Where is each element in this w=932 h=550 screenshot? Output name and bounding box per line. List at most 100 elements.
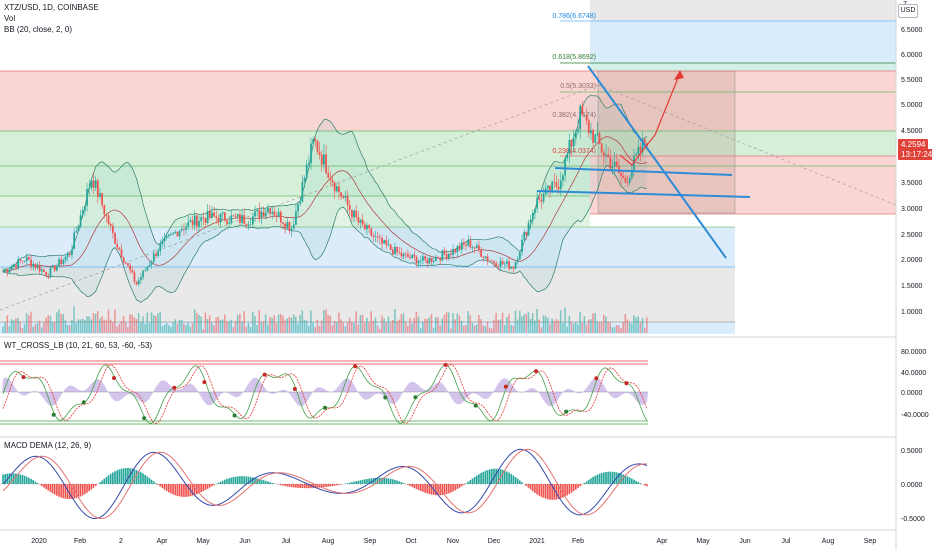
fib-label-0236: 0.236(4.0374) bbox=[552, 148, 596, 155]
bb-basis bbox=[2, 136, 647, 272]
candle-body bbox=[71, 248, 73, 256]
volume-bar bbox=[303, 319, 306, 333]
volume-bar bbox=[137, 313, 140, 333]
volume-bar bbox=[191, 323, 194, 333]
candle-body bbox=[152, 253, 155, 262]
currency-button[interactable]: USD bbox=[898, 4, 918, 18]
volume-bar bbox=[282, 315, 284, 333]
macd-hist-bar bbox=[488, 469, 491, 484]
macd-hist-bar bbox=[32, 480, 34, 484]
macd-hist-bar bbox=[430, 484, 433, 495]
wt-cross-dot bbox=[262, 372, 267, 377]
candle-body bbox=[51, 265, 54, 268]
volume-bar bbox=[574, 322, 577, 333]
candle-body bbox=[641, 139, 644, 152]
macd-hist-bar bbox=[64, 484, 67, 499]
candle-body bbox=[262, 211, 265, 217]
candle-body bbox=[471, 247, 474, 248]
macd-hist-bar bbox=[137, 471, 140, 484]
candle-body bbox=[19, 259, 22, 261]
macd-hist-bar bbox=[637, 482, 640, 484]
volume-bar bbox=[193, 309, 196, 333]
volume-bar bbox=[344, 326, 347, 333]
candle-body bbox=[439, 258, 442, 261]
volume-bar bbox=[86, 316, 88, 333]
volume-bar bbox=[75, 323, 77, 333]
volume-bar bbox=[590, 319, 592, 333]
macd-hist-bar bbox=[333, 484, 336, 486]
volume-bar bbox=[161, 326, 164, 333]
bb-legend[interactable]: BB (20, close, 2, 0) bbox=[4, 25, 73, 34]
macd-hist-bar bbox=[463, 484, 465, 485]
projection-arrowhead bbox=[674, 70, 684, 80]
projection-path[interactable] bbox=[619, 72, 681, 166]
macd-hist-bar bbox=[84, 484, 86, 495]
macd-hist-bar bbox=[417, 484, 420, 491]
volume-bar bbox=[170, 327, 172, 333]
macd-hist-bar bbox=[447, 484, 450, 494]
time-tick: 2021 bbox=[529, 538, 545, 545]
volume-bar bbox=[198, 315, 200, 333]
volume-bar bbox=[180, 319, 183, 333]
price-axis[interactable]: 7 6.5000 6.0000 5.5000 5.0000 4.5000 3.5… bbox=[901, 1, 923, 316]
candle-body bbox=[191, 220, 194, 226]
fib-label-0618: 0.618(5.8692) bbox=[552, 54, 596, 61]
macd-hist-bar bbox=[77, 484, 80, 498]
volume-bar bbox=[465, 325, 467, 333]
candle-body bbox=[247, 224, 250, 226]
macd-hist-bar bbox=[183, 484, 185, 497]
volume-bar bbox=[637, 316, 639, 333]
macd-hist-bar bbox=[269, 482, 271, 484]
volume-bar bbox=[602, 314, 605, 333]
candle-body bbox=[213, 212, 215, 217]
macd-hist-bar bbox=[176, 484, 179, 496]
candle-body bbox=[630, 169, 633, 178]
volume-bar bbox=[368, 322, 370, 333]
symbol-legend[interactable]: XTZ/USD, 1D, COINBASE bbox=[4, 3, 99, 12]
macd-hist-bar bbox=[529, 484, 532, 490]
volume-bar bbox=[493, 320, 495, 333]
macd-hist-bar bbox=[484, 470, 487, 484]
support-line-lower[interactable] bbox=[536, 190, 751, 198]
macd-hist-bar bbox=[514, 477, 517, 484]
macd-legend[interactable]: MACD DEMA (12, 26, 9) bbox=[4, 441, 92, 450]
candle-body bbox=[514, 261, 517, 269]
volume-bar bbox=[503, 324, 506, 333]
macd-hist-bar bbox=[383, 477, 385, 484]
macd-hist-bar bbox=[512, 475, 515, 484]
macd-hist-bar bbox=[157, 484, 159, 485]
support-line-upper[interactable] bbox=[554, 167, 733, 176]
candle-body bbox=[333, 182, 336, 192]
candle-body bbox=[297, 203, 299, 212]
wt-legend[interactable]: WT_CROSS_LB (10, 21, 60, 53, -60, -53) bbox=[4, 341, 153, 350]
time-axis[interactable]: 2020 Feb 2 Apr May Jun Jul Aug Sep Oct N… bbox=[31, 538, 876, 545]
candle-body bbox=[303, 178, 306, 182]
volume-bar bbox=[239, 313, 241, 333]
macd-hist-bar bbox=[531, 484, 534, 492]
volume-bar bbox=[58, 309, 60, 333]
macd-hist-bar bbox=[437, 484, 439, 496]
drawing-tools[interactable] bbox=[536, 65, 751, 259]
volume-bar bbox=[646, 317, 648, 333]
volume-bar bbox=[611, 327, 614, 333]
volume-bar bbox=[88, 316, 90, 333]
volume-bar bbox=[394, 308, 396, 333]
downtrend-line[interactable] bbox=[587, 65, 727, 259]
volume-bar bbox=[245, 326, 248, 333]
candle-body bbox=[454, 249, 457, 253]
volume-bar bbox=[176, 323, 179, 333]
volume-bar bbox=[127, 326, 129, 333]
candle-body bbox=[387, 244, 390, 246]
candle-body bbox=[273, 211, 276, 216]
macd-hist-bar bbox=[314, 484, 317, 488]
volume-bar bbox=[325, 309, 327, 333]
volume-bar bbox=[174, 319, 177, 333]
wt-cross-dot bbox=[142, 416, 147, 421]
macd-hist-bar bbox=[475, 475, 478, 484]
macd-hist-bar bbox=[495, 468, 497, 484]
macd-hist-bar bbox=[301, 484, 304, 489]
macd-axis: 0.5000 0.0000 -0.5000 bbox=[901, 448, 925, 523]
candle-body bbox=[99, 193, 101, 197]
volume-legend[interactable]: Vol bbox=[4, 14, 16, 23]
